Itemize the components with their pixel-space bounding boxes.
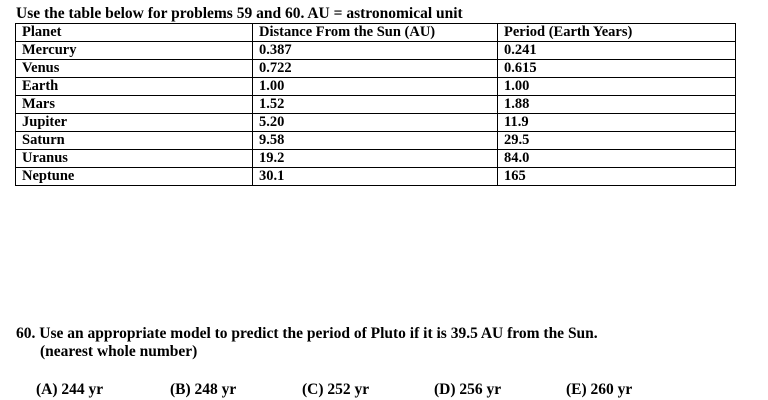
header-distance: Distance From the Sun (AU) — [252, 23, 498, 42]
table-row: Jupiter 5.20 11.9 — [15, 113, 736, 132]
distance-cell: 1.52 — [252, 95, 498, 114]
question-text: 60. Use an appropriate model to predict … — [16, 325, 598, 342]
period-cell: 0.615 — [497, 59, 736, 78]
header-period: Period (Earth Years) — [497, 23, 736, 42]
table-row: Earth 1.00 1.00 — [15, 77, 736, 96]
choice-e: (E) 260 yr — [566, 381, 633, 398]
choice-a: (A) 244 yr — [36, 381, 104, 398]
period-cell: 11.9 — [497, 113, 736, 132]
planet-cell: Mars — [15, 95, 253, 114]
period-cell: 29.5 — [497, 131, 736, 150]
distance-cell: 0.722 — [252, 59, 498, 78]
question-note: (nearest whole number) — [40, 343, 198, 360]
table-row: Mercury 0.387 0.241 — [15, 41, 736, 60]
period-cell: 1.88 — [497, 95, 736, 114]
planet-cell: Jupiter — [15, 113, 253, 132]
choice-c: (C) 252 yr — [302, 381, 370, 398]
planet-cell: Neptune — [15, 167, 253, 186]
question-60: 60. Use an appropriate model to predict … — [16, 325, 598, 361]
table-header-row: Planet Distance From the Sun (AU) Period… — [15, 23, 736, 42]
period-cell: 84.0 — [497, 149, 736, 168]
planet-cell: Earth — [15, 77, 253, 96]
period-cell: 1.00 — [497, 77, 736, 96]
choice-d: (D) 256 yr — [434, 381, 502, 398]
distance-cell: 1.00 — [252, 77, 498, 96]
table-row: Neptune 30.1 165 — [15, 167, 736, 186]
choice-b: (B) 248 yr — [170, 381, 237, 398]
distance-cell: 19.2 — [252, 149, 498, 168]
distance-cell: 0.387 — [252, 41, 498, 60]
table-row: Uranus 19.2 84.0 — [15, 149, 736, 168]
planet-cell: Saturn — [15, 131, 253, 150]
planet-cell: Uranus — [15, 149, 253, 168]
table-row: Saturn 9.58 29.5 — [15, 131, 736, 150]
planet-cell: Mercury — [15, 41, 253, 60]
table-row: Venus 0.722 0.615 — [15, 59, 736, 78]
planet-cell: Venus — [15, 59, 253, 78]
intro-text: Use the table below for problems 59 and … — [16, 5, 463, 22]
table-row: Mars 1.52 1.88 — [15, 95, 736, 114]
period-cell: 165 — [497, 167, 736, 186]
distance-cell: 9.58 — [252, 131, 498, 150]
distance-cell: 5.20 — [252, 113, 498, 132]
distance-cell: 30.1 — [252, 167, 498, 186]
header-planet: Planet — [15, 23, 253, 42]
planet-table: Planet Distance From the Sun (AU) Period… — [15, 23, 736, 186]
period-cell: 0.241 — [497, 41, 736, 60]
